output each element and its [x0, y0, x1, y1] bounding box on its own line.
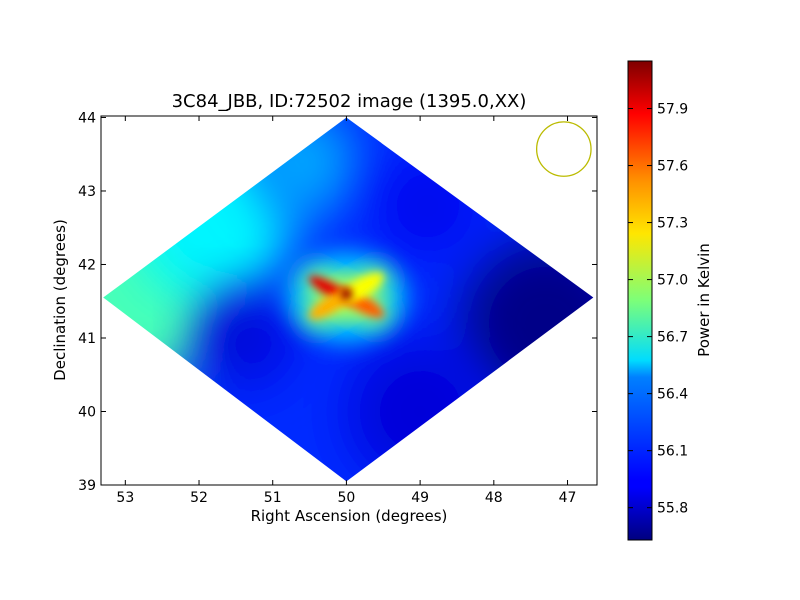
- y-tick-label: 41: [78, 331, 96, 347]
- colorbar-tick-label: 57.9: [657, 102, 688, 118]
- x-tick-label: 47: [559, 490, 577, 506]
- colorbar-tick-label: 55.8: [657, 501, 688, 517]
- source-arm-lower-left: [309, 290, 351, 320]
- x-tick-label: 49: [411, 490, 429, 506]
- colorbar-tick-label: 57.3: [657, 216, 688, 232]
- colorbar-tick-label: 56.7: [657, 330, 688, 346]
- x-tick-label: 51: [264, 490, 282, 506]
- x-axis-label: Right Ascension (degrees): [251, 507, 448, 525]
- colorbar-label: Power in Kelvin: [695, 243, 713, 357]
- plot-area: 53 52 51 50 49 48 47 39 40 41 42 43 44: [78, 110, 598, 506]
- plot-frame: [100, 115, 598, 486]
- chart-title: 3C84_JBB, ID:72502 image (1395.0,XX): [172, 91, 527, 112]
- y-tick-label: 40: [78, 404, 96, 420]
- x-tick-label: 48: [485, 490, 503, 506]
- source-peak: [340, 287, 353, 300]
- y-axis-label: Declination (degrees): [51, 219, 69, 381]
- colorbar-tick-label: 56.1: [657, 444, 688, 460]
- central-source: [286, 252, 407, 343]
- y-tick-label: 42: [78, 257, 96, 273]
- y-tick-label: 43: [78, 184, 96, 200]
- x-axis-ticks: 53 52 51 50 49 48 47: [116, 116, 576, 506]
- beam-circle: [535, 121, 592, 177]
- heatmap-southwest-dip: [198, 292, 289, 383]
- y-tick-label: 44: [78, 110, 96, 126]
- y-axis-ticks: 39 40 41 42 43 44: [78, 110, 597, 494]
- x-tick-label: 53: [116, 490, 134, 506]
- y-tick-label: 39: [78, 478, 96, 494]
- colorbar-ticks: 55.8 56.1 56.4 56.7 57.0 57.3 57.6 57.9: [628, 102, 688, 517]
- x-tick-label: 52: [190, 490, 208, 506]
- colorbar-tick-label: 56.4: [657, 387, 688, 403]
- colorbar: 55.8 56.1 56.4 56.7 57.0 57.3 57.6 57.9 Power i…: [627, 60, 713, 541]
- colorbar-gradient: [627, 60, 653, 541]
- colorbar-tick-label: 57.6: [657, 159, 688, 175]
- x-tick-label: 50: [338, 490, 356, 506]
- colorbar-tick-label: 57.0: [657, 273, 688, 289]
